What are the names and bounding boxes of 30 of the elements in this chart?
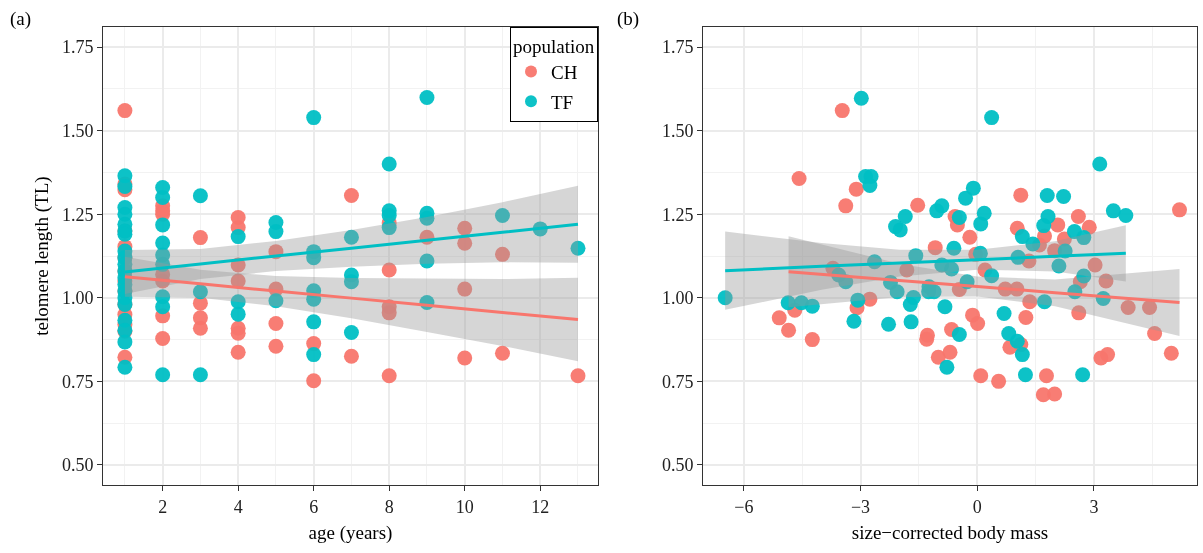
x-tick-label: 8 [384, 496, 394, 517]
y-tick-label: 0.50 [661, 455, 694, 476]
y-tick-label: 1.25 [661, 204, 694, 225]
x-tick-label: 12 [531, 496, 550, 517]
y-tick-label: 0.50 [61, 455, 94, 476]
y-tick-label: 1.75 [61, 37, 94, 58]
x-tick-label: −6 [734, 496, 754, 517]
x-tick-label: 0 [972, 496, 982, 517]
legend-title: population [513, 35, 595, 57]
x-tick-label: 3 [1089, 496, 1099, 517]
x-tick-label: 10 [455, 496, 474, 517]
chart-title: (b) [617, 8, 640, 30]
x-axis-title: age (years) [308, 522, 393, 545]
y-tick-label: 1.75 [661, 37, 694, 58]
x-tick-label: 2 [158, 496, 168, 517]
y-tick-label: 1.50 [661, 120, 694, 141]
y-tick-label: 0.75 [61, 371, 94, 392]
legend-label: TF [551, 91, 574, 113]
x-tick-label: 4 [233, 496, 243, 517]
y-tick-label: 1.00 [661, 288, 694, 309]
y-tick-label: 0.75 [661, 371, 694, 392]
legend-label: CH [551, 61, 578, 83]
y-axis-title: telomere length (TL) [30, 176, 53, 336]
x-axis-title: size−corrected body mass [851, 522, 1049, 544]
y-tick-label: 1.00 [61, 288, 94, 309]
y-tick-label: 1.50 [61, 120, 94, 141]
x-tick-label: 6 [309, 496, 319, 517]
x-tick-label: −3 [850, 496, 871, 517]
chart-title: (a) [10, 8, 32, 30]
y-tick-label: 1.25 [61, 204, 94, 225]
